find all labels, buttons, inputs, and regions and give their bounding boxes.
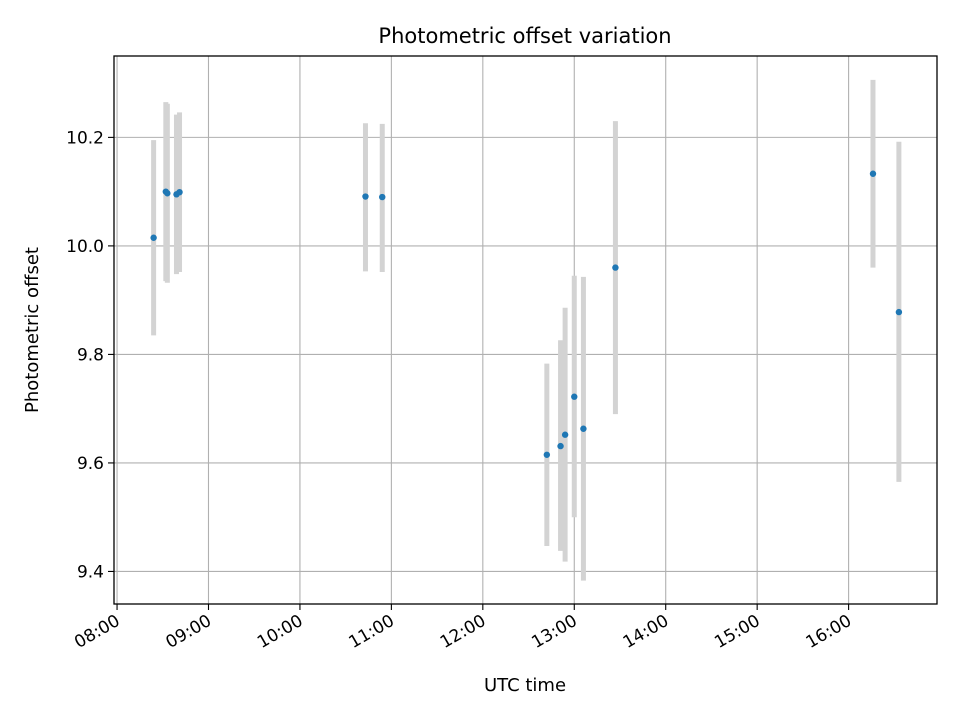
data-point — [869, 170, 877, 177]
x-tick-label: 16:00 — [803, 611, 855, 653]
data-point — [612, 264, 619, 271]
data-point — [580, 425, 587, 432]
data-point — [561, 431, 569, 438]
x-tick-label: 12:00 — [437, 611, 489, 653]
x-tick-label: 13:00 — [528, 611, 580, 653]
data-point — [150, 234, 157, 241]
data-points — [150, 170, 903, 458]
y-tick-label: 9.6 — [77, 454, 104, 474]
x-tick-label: 09:00 — [163, 611, 215, 653]
y-tick-label: 10.0 — [66, 237, 104, 257]
data-point — [543, 451, 551, 458]
grid — [114, 56, 937, 604]
x-tick-label: 10:00 — [254, 611, 306, 653]
data-point — [557, 442, 564, 450]
data-point — [176, 188, 183, 196]
data-point — [164, 190, 171, 197]
x-tick-label: 11:00 — [345, 611, 397, 653]
y-tick-label: 10.2 — [66, 128, 104, 148]
plot-frame — [113, 55, 938, 605]
x-tick-label: 08:00 — [71, 611, 123, 653]
ticks: 08:00 09:00 10:00 11:00 12:00 13:00 14:00 15:00… — [66, 128, 855, 652]
data-point — [362, 193, 369, 200]
y-axis-label: Photometric offset — [22, 247, 43, 413]
data-point — [895, 308, 903, 316]
y-tick-label: 9.8 — [77, 345, 104, 365]
x-axis-label: UTC time — [484, 675, 566, 696]
chart-title: Photometric offset variation — [378, 24, 671, 48]
data-point — [571, 393, 578, 400]
x-tick-label: 14:00 — [620, 611, 672, 653]
x-tick-label: 15:00 — [711, 611, 763, 653]
y-tick-label: 9.4 — [77, 562, 104, 582]
error-bars — [151, 79, 902, 581]
data-point — [379, 193, 386, 201]
